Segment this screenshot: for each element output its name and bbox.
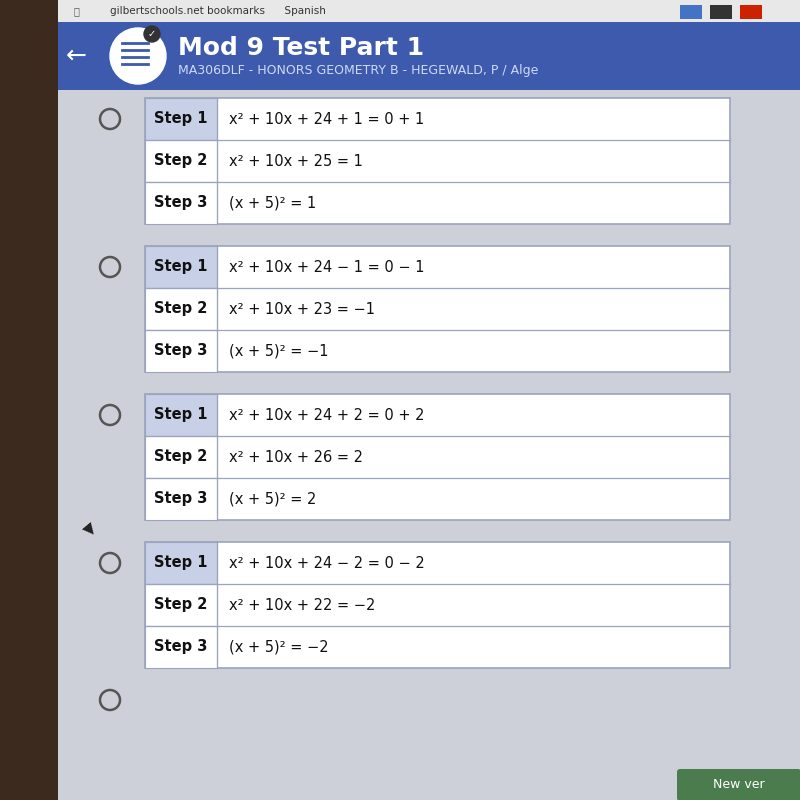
Text: Mod 9 Test Part 1: Mod 9 Test Part 1 [178,36,424,60]
Text: Step 2: Step 2 [154,154,208,169]
FancyBboxPatch shape [145,330,217,372]
Text: (x + 5)² = −1: (x + 5)² = −1 [229,343,329,358]
Text: (x + 5)² = −2: (x + 5)² = −2 [229,639,329,654]
Text: Step 1: Step 1 [154,407,208,422]
FancyBboxPatch shape [145,246,217,288]
FancyBboxPatch shape [145,98,730,224]
FancyBboxPatch shape [145,394,217,436]
FancyBboxPatch shape [58,0,800,22]
Text: Step 2: Step 2 [154,302,208,317]
FancyBboxPatch shape [145,246,730,372]
Circle shape [144,26,160,42]
Text: ←: ← [66,44,86,68]
FancyBboxPatch shape [145,288,217,330]
FancyBboxPatch shape [677,769,800,800]
FancyBboxPatch shape [145,436,217,478]
Text: x² + 10x + 26 = 2: x² + 10x + 26 = 2 [229,450,363,465]
Text: x² + 10x + 23 = −1: x² + 10x + 23 = −1 [229,302,375,317]
FancyBboxPatch shape [710,5,732,19]
Text: x² + 10x + 22 = −2: x² + 10x + 22 = −2 [229,598,375,613]
Circle shape [110,28,166,84]
FancyBboxPatch shape [145,140,217,182]
Text: (x + 5)² = 2: (x + 5)² = 2 [229,491,316,506]
Text: x² + 10x + 24 + 2 = 0 + 2: x² + 10x + 24 + 2 = 0 + 2 [229,407,425,422]
FancyBboxPatch shape [145,182,217,224]
FancyBboxPatch shape [145,542,217,584]
Text: Step 3: Step 3 [154,491,208,506]
Text: Step 3: Step 3 [154,639,208,654]
Text: 📋: 📋 [73,6,79,16]
FancyBboxPatch shape [145,478,217,520]
Text: Step 1: Step 1 [154,259,208,274]
Text: ▶: ▶ [81,520,99,538]
Text: Step 1: Step 1 [154,111,208,126]
FancyBboxPatch shape [740,5,762,19]
Text: MA306DLF - HONORS GEOMETRY B - HEGEWALD, P / Alge: MA306DLF - HONORS GEOMETRY B - HEGEWALD,… [178,65,538,78]
Text: x² + 10x + 24 − 2 = 0 − 2: x² + 10x + 24 − 2 = 0 − 2 [229,555,425,570]
Text: Step 2: Step 2 [154,598,208,613]
FancyBboxPatch shape [680,5,702,19]
Text: Step 3: Step 3 [154,195,208,210]
Text: x² + 10x + 24 + 1 = 0 + 1: x² + 10x + 24 + 1 = 0 + 1 [229,111,424,126]
Text: New ver: New ver [713,778,765,791]
Text: Step 2: Step 2 [154,450,208,465]
FancyBboxPatch shape [145,98,217,140]
Text: Step 1: Step 1 [154,555,208,570]
FancyBboxPatch shape [145,584,217,626]
Text: (x + 5)² = 1: (x + 5)² = 1 [229,195,316,210]
FancyBboxPatch shape [145,626,217,668]
FancyBboxPatch shape [145,542,730,668]
Text: Step 3: Step 3 [154,343,208,358]
Text: gilbertschools.net bookmarks      Spanish: gilbertschools.net bookmarks Spanish [110,6,326,16]
FancyBboxPatch shape [58,22,800,90]
FancyBboxPatch shape [0,0,58,800]
Text: ✓: ✓ [148,29,156,39]
Text: x² + 10x + 24 − 1 = 0 − 1: x² + 10x + 24 − 1 = 0 − 1 [229,259,425,274]
FancyBboxPatch shape [145,394,730,520]
Text: x² + 10x + 25 = 1: x² + 10x + 25 = 1 [229,154,363,169]
